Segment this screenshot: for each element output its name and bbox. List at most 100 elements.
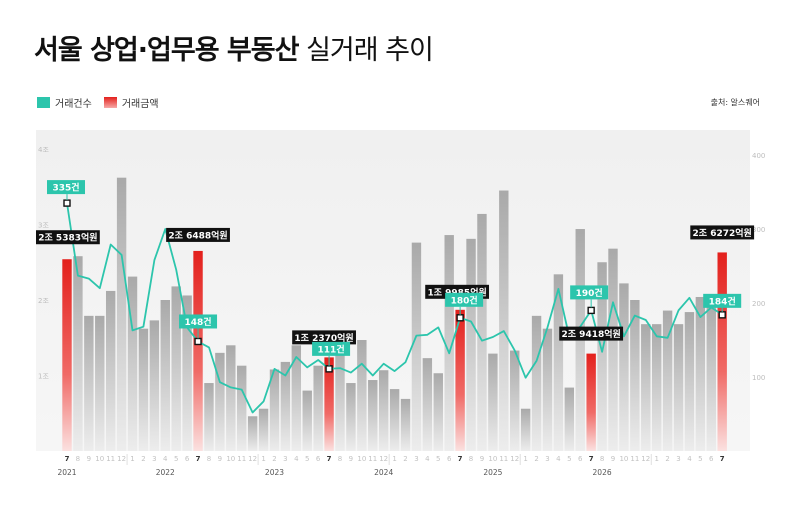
count-label: 180건 (451, 294, 478, 306)
month-tick: 3 (152, 455, 156, 463)
count-label-box (179, 314, 218, 329)
count-marker (587, 306, 595, 315)
month-tick: 9 (87, 455, 91, 463)
amount-bar (84, 315, 94, 451)
right-axis-tick: 200 (752, 300, 765, 308)
source-note: 출처: 알스퀘어 (710, 98, 760, 107)
amount-bar (673, 324, 684, 451)
count-marker (63, 199, 71, 207)
amount-bar (597, 262, 607, 451)
legend-count-swatch (37, 97, 50, 108)
amount-bar (226, 345, 236, 451)
amount-bar (510, 350, 520, 451)
month-tick: 1 (654, 455, 658, 463)
amount-bar (302, 390, 312, 451)
legend-amount: 거래금액 (103, 95, 159, 110)
month-tick: 4 (425, 455, 430, 463)
amount-bar (258, 408, 269, 451)
month-tick: 10 (619, 455, 628, 463)
amount-bar (73, 256, 83, 451)
highlight-amount-bar (324, 357, 334, 451)
month-tick: 9 (611, 455, 615, 463)
amount-bar (651, 324, 662, 451)
month-tick: 5 (174, 455, 178, 463)
amount-label: 2조 6488억원 (168, 229, 227, 241)
count-label: 335건 (52, 182, 79, 194)
amount-bar (422, 358, 433, 451)
month-tick: 2 (534, 455, 538, 463)
left-axis-tick: 3조 (38, 222, 49, 230)
amount-bar (237, 365, 247, 451)
month-tick: 4 (294, 455, 299, 463)
amount-bar (335, 340, 345, 451)
month-tick: 8 (76, 455, 80, 463)
amount-label-box (559, 326, 624, 341)
amount-bar (280, 361, 291, 451)
highlight-amount-bar (586, 353, 596, 451)
count-marker (194, 337, 202, 346)
amount-bar (444, 235, 454, 451)
month-tick: 4 (163, 455, 168, 463)
count-line (66, 202, 723, 414)
amount-bar (619, 283, 629, 451)
amount-bar (488, 353, 498, 451)
count-label-box (312, 341, 351, 356)
amount-bar (695, 296, 706, 451)
month-tick: 2 (403, 455, 407, 463)
amount-bar (269, 369, 280, 451)
month-tick: 4 (556, 455, 561, 463)
year-label: 2021 (57, 468, 76, 477)
month-tick: 6 (316, 455, 321, 463)
month-tick: 1 (261, 455, 265, 463)
amount-bar (433, 373, 443, 451)
amount-bar (466, 238, 476, 451)
year-label: 2025 (483, 468, 502, 477)
month-tick: 3 (283, 455, 287, 463)
month-tick: 6 (709, 455, 714, 463)
month-tick: 5 (567, 455, 571, 463)
year-label: 2026 (593, 468, 612, 477)
amount-bar (499, 190, 509, 451)
month-tick: 12 (641, 455, 650, 463)
month-tick: 12 (248, 455, 257, 463)
month-tick: 4 (687, 455, 692, 463)
year-label: 2024 (374, 468, 393, 477)
month-tick: 11 (368, 455, 377, 463)
amount-bar (520, 408, 531, 451)
amount-bar (182, 295, 192, 451)
left-axis-tick: 1조 (38, 373, 49, 381)
amount-label-box (166, 227, 230, 242)
legend-amount-label: 거래금액 (121, 99, 159, 110)
amount-bar (553, 274, 564, 451)
month-tick: 2 (272, 455, 276, 463)
month-tick: 2 (141, 455, 145, 463)
amount-bar (608, 248, 618, 451)
amount-bar (378, 370, 389, 451)
month-tick: 7 (720, 455, 725, 463)
amount-bar (346, 383, 356, 451)
left-axis-tick: 4조 (38, 146, 49, 154)
amount-bar (291, 345, 302, 451)
amount-bar (684, 312, 695, 451)
amount-bar (368, 380, 378, 451)
count-label-box (47, 180, 85, 195)
month-tick: 1 (392, 455, 396, 463)
right-axis-tick: 400 (752, 152, 765, 160)
amount-bar (138, 328, 149, 451)
month-tick: 9 (480, 455, 484, 463)
count-marker (325, 365, 333, 373)
amount-bar (160, 300, 170, 451)
month-tick: 10 (357, 455, 366, 463)
amount-bar (247, 416, 258, 451)
amount-bar (215, 352, 225, 451)
amount-bar (389, 389, 400, 451)
amount-bar (149, 320, 160, 451)
month-tick: 11 (237, 455, 246, 463)
month-tick: 11 (106, 455, 115, 463)
amount-bar (116, 177, 127, 451)
count-label: 184건 (709, 295, 736, 307)
month-tick: 8 (469, 455, 473, 463)
month-tick: 6 (447, 455, 452, 463)
highlight-amount-bar (455, 309, 465, 451)
